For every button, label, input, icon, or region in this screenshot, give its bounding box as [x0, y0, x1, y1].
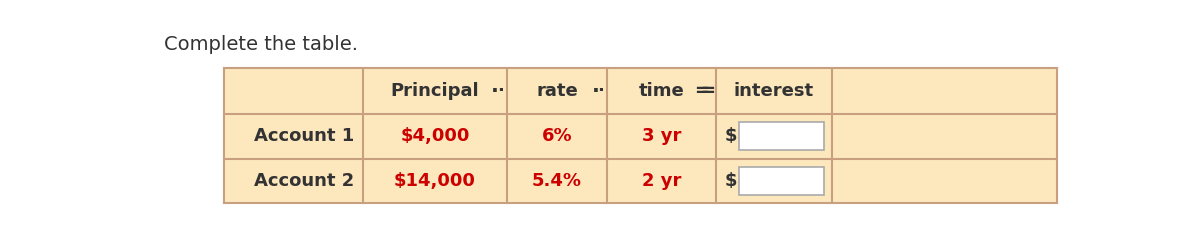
- Bar: [715, 114, 832, 159]
- Text: ·: ·: [491, 81, 499, 101]
- Text: $4,000: $4,000: [400, 127, 469, 145]
- Text: 2 yr: 2 yr: [642, 172, 682, 190]
- Text: Account 2: Account 2: [253, 172, 354, 190]
- Bar: [506, 114, 607, 159]
- Bar: [506, 159, 607, 203]
- Text: ·: ·: [592, 81, 600, 101]
- Text: 3 yr: 3 yr: [642, 127, 682, 145]
- Text: Account 1: Account 1: [253, 127, 354, 145]
- Text: 6%: 6%: [541, 127, 572, 145]
- Bar: [607, 159, 715, 203]
- Bar: [364, 159, 506, 203]
- Bar: [715, 159, 832, 203]
- Text: =: =: [701, 82, 715, 100]
- Text: ·: ·: [598, 82, 605, 100]
- Bar: [832, 68, 1057, 114]
- Text: $: $: [725, 127, 738, 145]
- Text: $14,000: $14,000: [394, 172, 475, 190]
- Text: =: =: [695, 82, 709, 100]
- Bar: [607, 114, 715, 159]
- Text: time: time: [638, 82, 684, 100]
- Bar: [832, 114, 1057, 159]
- Bar: [739, 122, 824, 150]
- Bar: [506, 68, 607, 114]
- Bar: [223, 159, 364, 203]
- Bar: [832, 159, 1057, 203]
- Text: $: $: [725, 172, 738, 190]
- Bar: [607, 68, 715, 114]
- Text: ·: ·: [497, 82, 504, 100]
- Bar: [739, 167, 824, 195]
- Bar: [364, 114, 506, 159]
- Bar: [223, 114, 364, 159]
- Text: Principal: Principal: [390, 82, 479, 100]
- Text: 5.4%: 5.4%: [532, 172, 582, 190]
- Text: interest: interest: [734, 82, 814, 100]
- Bar: [223, 68, 364, 114]
- Bar: [364, 68, 506, 114]
- Text: rate: rate: [536, 82, 577, 100]
- Bar: [715, 68, 832, 114]
- Text: Complete the table.: Complete the table.: [164, 35, 358, 54]
